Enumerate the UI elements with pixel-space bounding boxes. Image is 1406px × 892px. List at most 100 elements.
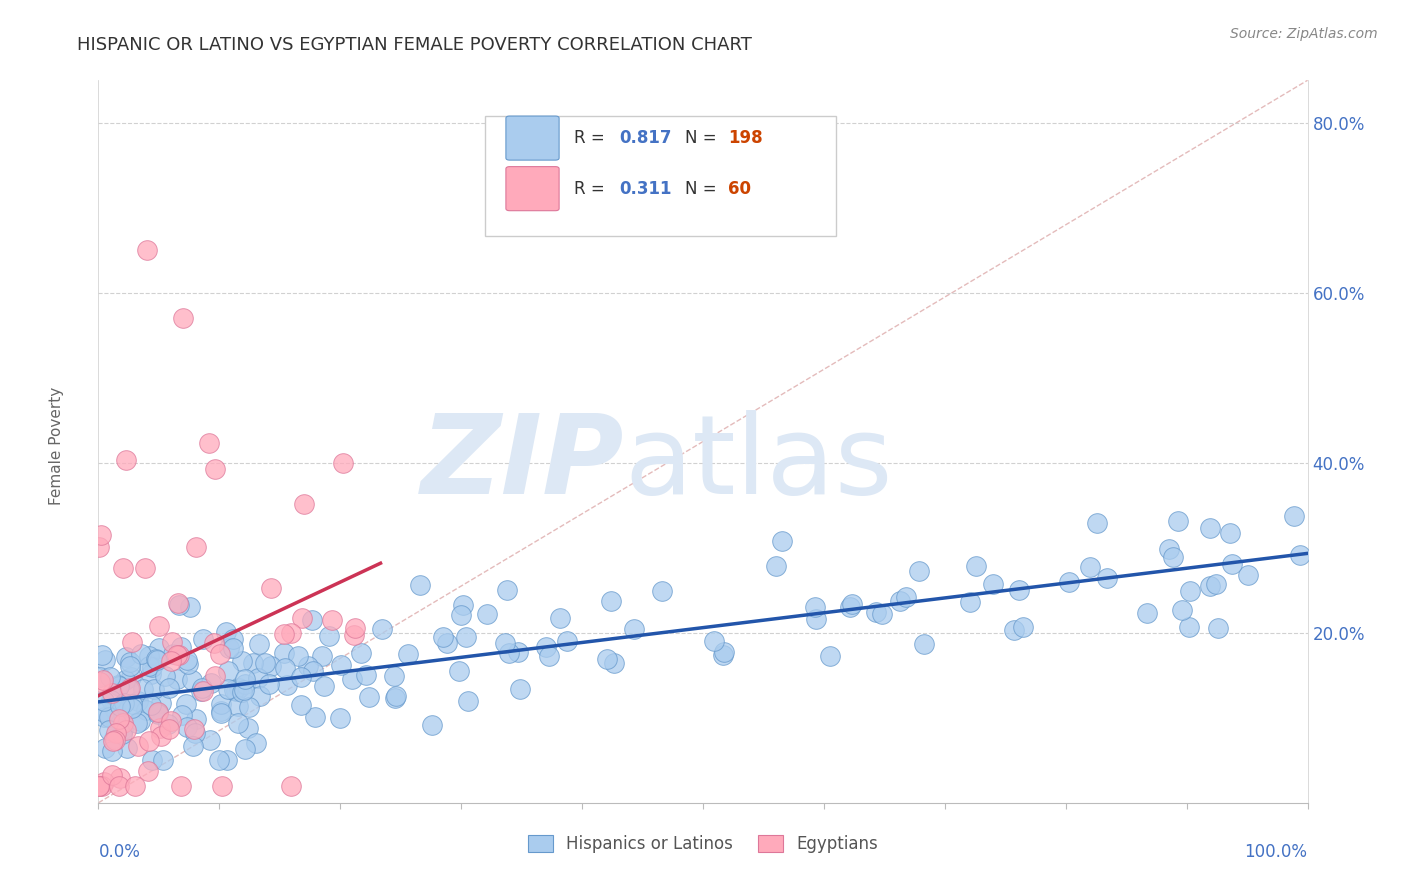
Text: atlas: atlas	[624, 409, 893, 516]
Point	[238, 721, 260, 735]
Point	[1199, 579, 1222, 593]
Point	[114, 453, 136, 467]
Point	[139, 698, 162, 712]
Point	[138, 649, 160, 664]
Point	[112, 697, 135, 711]
Point	[249, 690, 271, 704]
Point	[225, 684, 247, 698]
Point	[211, 779, 233, 793]
Point	[1282, 509, 1305, 524]
Text: N =: N =	[685, 129, 721, 147]
Point	[1198, 521, 1220, 535]
Point	[1288, 548, 1310, 562]
Point	[191, 684, 214, 698]
Point	[209, 698, 232, 712]
Point	[91, 673, 114, 687]
Point	[184, 712, 207, 726]
Point	[865, 606, 887, 620]
Point	[143, 681, 166, 696]
Point	[224, 683, 246, 698]
Point	[191, 632, 214, 646]
Point	[111, 726, 134, 740]
Point	[118, 682, 141, 697]
Point	[101, 734, 124, 748]
Point	[233, 673, 256, 687]
Point	[420, 718, 443, 732]
Point	[703, 633, 725, 648]
Point	[149, 696, 172, 710]
Point	[818, 648, 841, 663]
Point	[233, 742, 256, 756]
Point	[118, 659, 141, 673]
Point	[384, 690, 406, 705]
Point	[167, 648, 190, 663]
Point	[100, 693, 122, 707]
Point	[396, 647, 419, 661]
Point	[290, 698, 312, 712]
Point	[382, 669, 405, 683]
Point	[596, 652, 619, 666]
Point	[371, 622, 394, 636]
Point	[121, 697, 143, 711]
Point	[555, 634, 578, 648]
Point	[1222, 558, 1244, 572]
Point	[623, 622, 645, 636]
Text: HISPANIC OR LATINO VS EGYPTIAN FEMALE POVERTY CORRELATION CHART: HISPANIC OR LATINO VS EGYPTIAN FEMALE PO…	[77, 36, 752, 54]
Point	[162, 647, 184, 661]
Point	[170, 640, 193, 654]
Point	[273, 627, 295, 641]
Text: 60: 60	[728, 179, 751, 198]
Point	[1237, 567, 1260, 582]
Point	[297, 659, 319, 673]
Text: R =: R =	[574, 129, 610, 147]
Point	[91, 779, 114, 793]
Point	[98, 709, 121, 723]
Point	[385, 689, 408, 703]
Point	[190, 683, 212, 698]
Point	[103, 731, 125, 745]
Point	[804, 612, 827, 626]
Point	[127, 716, 149, 731]
Point	[157, 681, 180, 695]
Point	[1171, 602, 1194, 616]
Point	[204, 669, 226, 683]
Point	[166, 648, 188, 662]
Point	[436, 636, 458, 650]
Point	[155, 669, 177, 683]
Point	[169, 598, 191, 612]
Point	[872, 607, 894, 621]
Point	[93, 694, 115, 708]
Point	[1219, 525, 1241, 540]
Point	[107, 678, 129, 692]
Point	[89, 675, 111, 690]
Point	[131, 648, 153, 662]
Point	[247, 671, 270, 685]
Point	[451, 598, 474, 612]
Point	[121, 635, 143, 649]
Point	[157, 722, 180, 736]
Point	[233, 677, 256, 691]
Point	[765, 558, 787, 573]
Point	[711, 648, 734, 663]
Point	[108, 771, 131, 785]
Point	[89, 779, 111, 793]
Point	[233, 682, 256, 697]
Point	[209, 706, 232, 720]
Point	[104, 703, 127, 717]
Point	[841, 597, 863, 611]
Point	[959, 595, 981, 609]
Point	[93, 705, 115, 719]
Point	[894, 591, 917, 605]
Point	[112, 561, 135, 575]
Point	[1163, 549, 1185, 564]
Point	[160, 654, 183, 668]
Point	[156, 717, 179, 731]
Point	[495, 582, 517, 597]
Point	[145, 652, 167, 666]
Point	[141, 660, 163, 674]
Point	[146, 707, 169, 722]
Point	[101, 686, 124, 700]
Point	[152, 753, 174, 767]
Point	[839, 600, 862, 615]
Point	[200, 733, 222, 747]
